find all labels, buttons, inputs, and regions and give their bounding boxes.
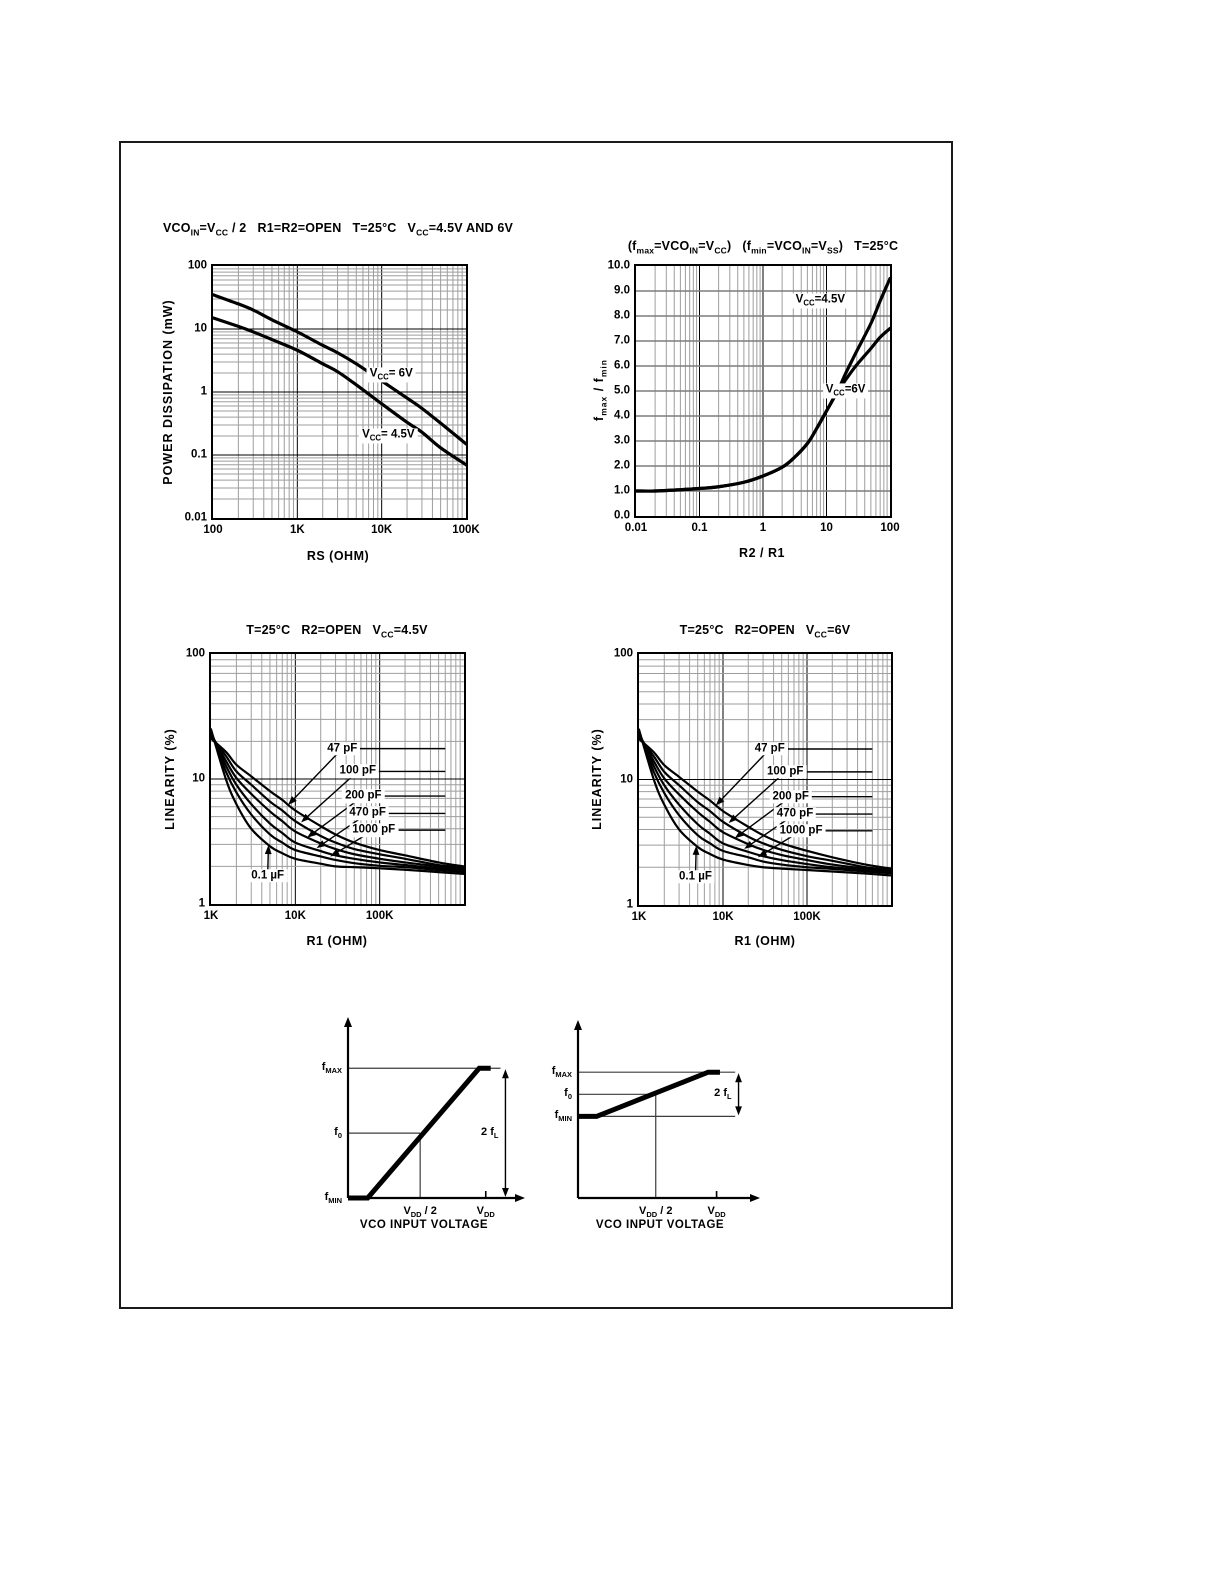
x-tick-label: 100K [793, 911, 821, 923]
y-tick-label: 10 [194, 322, 207, 335]
y-level-label: fMIN [324, 1190, 342, 1206]
curve-label: 200 pF [769, 789, 812, 804]
y-tick-label: 0.01 [184, 511, 207, 524]
x-tick-label: 100 [203, 524, 223, 536]
y-level-label: fMIN [554, 1109, 572, 1124]
y-tick-label: 10 [620, 772, 633, 785]
x-tick-label: 1K [203, 910, 219, 922]
range-annotation: 2 fL [479, 1126, 501, 1141]
x-axis-label: RS (OHM) [306, 549, 370, 563]
x-tick-label: 1K [631, 911, 647, 923]
diagram-svg [574, 1020, 760, 1202]
y-tick-label: 0.0 [614, 509, 630, 522]
plot-svg [637, 654, 893, 905]
x-tick-label: 1 [759, 522, 767, 534]
chart-title: T=25°C R2=OPEN VCC=6V [679, 623, 851, 640]
plot-area [209, 652, 466, 906]
plot-svg [211, 266, 468, 518]
y-tick-label: 1.0 [614, 484, 630, 497]
curve-label: VCC=4.5V [792, 293, 849, 309]
x-mark-label: VDD [707, 1205, 726, 1220]
curve-label: VCC= 6V [366, 367, 416, 383]
y-tick-label: 0.1 [191, 448, 207, 461]
y-tick-label: 8.0 [614, 309, 630, 322]
x-tick-label: 1K [289, 524, 305, 536]
x-tick-label: 100K [365, 910, 394, 922]
x-axis-label: R1 (OHM) [734, 934, 796, 948]
y-tick-label: 7.0 [614, 334, 630, 347]
x-tick-label: 0.01 [624, 522, 648, 534]
curve-label: 100 pF [763, 765, 807, 779]
diagram-svg [344, 1017, 525, 1202]
y-tick-label: 1 [198, 897, 205, 910]
diagram-area [574, 1020, 760, 1202]
y-tick-label: 2.0 [614, 459, 630, 472]
x-tick-label: 100 [880, 522, 900, 534]
range-annotation: 2 fL [712, 1087, 734, 1102]
x-axis-label: R1 (OHM) [306, 934, 368, 948]
y-level-label: fMAX [551, 1065, 572, 1080]
y-level-label: f0 [564, 1087, 572, 1102]
curve-label: 47 pF [751, 742, 788, 756]
y-level-label: f0 [334, 1126, 342, 1141]
curve-label: VCC=6V [822, 383, 869, 399]
curve-label: 0.1 µF [676, 869, 715, 884]
x-tick-label: 10K [712, 911, 734, 923]
chart-title: VCOIN=VCC / 2 R1=R2=OPEN T=25°C VCC=4.5V… [162, 221, 514, 238]
curve-label: 470 pF [346, 806, 389, 821]
curve-label: 1000 pF [349, 823, 399, 837]
x-mark-label: VDD / 2 [639, 1205, 673, 1220]
y-tick-label: 4.0 [614, 409, 630, 422]
curve-label: 47 pF [324, 741, 361, 756]
y-tick-label: 5.0 [614, 384, 630, 397]
plot-area [637, 652, 893, 907]
x-tick-label: 10K [284, 910, 306, 922]
x-tick-label: 100K [452, 524, 480, 536]
curve-label: 470 pF [773, 807, 817, 821]
page-frame [119, 141, 953, 1309]
curve-label: VCC= 4.5V [359, 428, 418, 444]
plot-area [211, 264, 468, 520]
x-tick-label: 0.1 [691, 522, 708, 534]
x-mark-label: VDD / 2 [403, 1205, 437, 1220]
y-tick-label: 100 [613, 647, 633, 660]
x-axis-label: VCO INPUT VOLTAGE [595, 1219, 725, 1231]
curve-label: 100 pF [336, 764, 379, 779]
curve-label: 200 pF [342, 789, 385, 803]
y-tick-label: 1 [626, 898, 633, 911]
y-tick-label: 6.0 [614, 359, 630, 372]
y-tick-label: 10.0 [607, 259, 630, 272]
y-tick-label: 1 [200, 385, 207, 398]
diagram-area [344, 1017, 525, 1202]
chart-title: T=25°C R2=OPEN VCC=4.5V [246, 623, 428, 640]
x-tick-label: 10 [820, 522, 833, 534]
curve-label: 1000 pF [776, 824, 826, 838]
x-tick-label: 10K [371, 524, 393, 536]
chart-title: (fmax=VCOIN=VCC) (fmin=VCOIN=VSS) T=25°C [627, 239, 899, 256]
y-tick-label: 3.0 [614, 434, 630, 447]
x-axis-label: R2 / R1 [739, 546, 785, 560]
y-tick-label: 100 [187, 259, 207, 272]
x-mark-label: VDD [476, 1205, 495, 1220]
y-tick-label: 10 [192, 772, 205, 785]
y-tick-label: 9.0 [614, 284, 630, 297]
y-level-label: fMAX [321, 1061, 342, 1076]
x-axis-label: VCO INPUT VOLTAGE [359, 1219, 489, 1231]
curve-label: 0.1 µF [248, 869, 288, 883]
y-tick-label: 100 [185, 647, 205, 660]
